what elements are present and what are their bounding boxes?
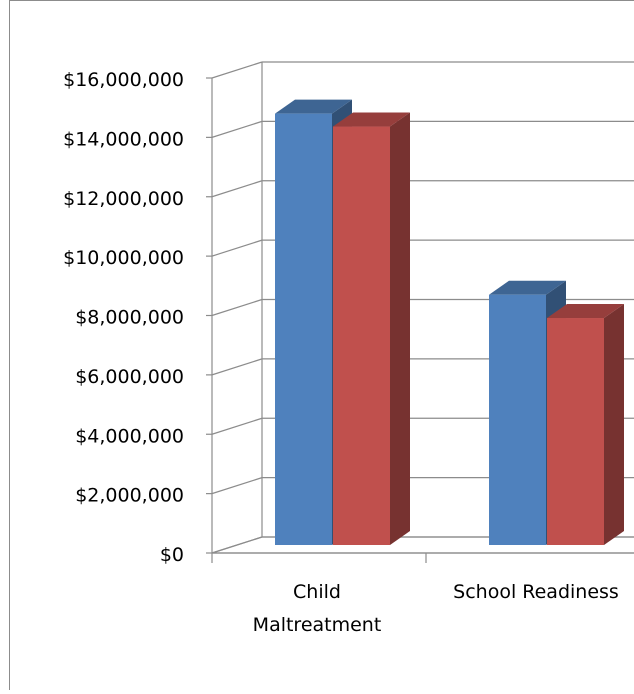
bar-side <box>390 113 410 545</box>
y-tick-label: $16,000,000 <box>63 69 184 91</box>
bar-front <box>333 127 390 545</box>
y-tick-label: $14,000,000 <box>63 128 184 150</box>
bar-front <box>547 318 604 545</box>
x-tick-label: School Readiness <box>453 581 619 603</box>
bar-1-1 <box>547 304 624 545</box>
bar-front <box>489 295 546 545</box>
y-axis-tick-labels: $0 $2,000,000 $4,000,000 $6,000,000 $8,000,0… <box>63 69 184 566</box>
bar-front <box>275 114 332 545</box>
y-tick-label: $6,000,000 <box>75 366 184 388</box>
x-tick-label: Child <box>293 581 341 603</box>
bar-side <box>604 304 624 545</box>
y-tick-label: $0 <box>160 544 184 566</box>
x-tick-label: Maltreatment <box>253 614 382 636</box>
y-tick-label: $8,000,000 <box>75 307 184 329</box>
y-tick-label: $2,000,000 <box>75 485 184 507</box>
y-tick-label: $4,000,000 <box>75 425 184 447</box>
bar-0-1 <box>333 113 410 545</box>
y-tick-label: $12,000,000 <box>63 188 184 210</box>
y-tick-label: $10,000,000 <box>63 247 184 269</box>
